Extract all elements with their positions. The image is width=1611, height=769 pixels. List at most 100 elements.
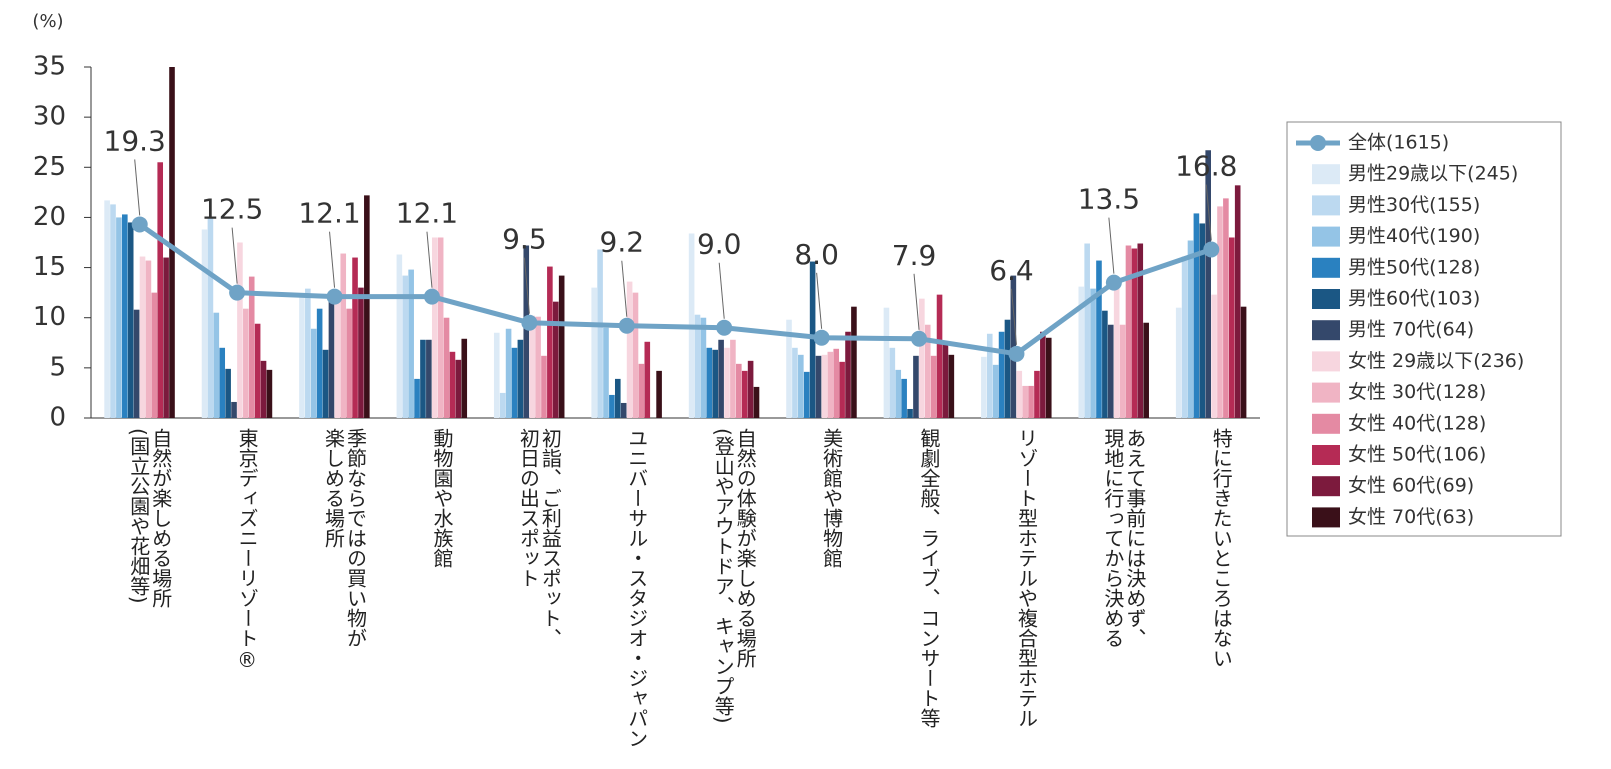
bar bbox=[603, 327, 609, 418]
bar bbox=[104, 200, 110, 418]
bar bbox=[839, 361, 845, 418]
legend-swatch bbox=[1312, 351, 1340, 372]
leader-line bbox=[231, 227, 238, 284]
leader-line bbox=[621, 260, 628, 317]
bar bbox=[231, 401, 237, 418]
legend-label: 男性30代(155) bbox=[1348, 194, 1480, 216]
bar bbox=[1228, 237, 1235, 418]
data-label: 12.1 bbox=[298, 197, 360, 230]
bar bbox=[352, 257, 358, 418]
data-label: 19.3 bbox=[104, 124, 166, 157]
bar bbox=[632, 292, 639, 418]
bar bbox=[913, 355, 919, 418]
bar bbox=[730, 339, 736, 418]
bar bbox=[1040, 331, 1046, 418]
leader-line bbox=[329, 231, 336, 288]
bar bbox=[455, 359, 462, 418]
bar bbox=[1125, 245, 1132, 418]
bar bbox=[845, 331, 851, 418]
data-label: 12.1 bbox=[396, 197, 458, 230]
bar bbox=[1175, 307, 1182, 418]
line bbox=[138, 222, 1213, 357]
legend-label: 女性 40代(128) bbox=[1348, 412, 1486, 434]
legend-swatch bbox=[1312, 195, 1340, 216]
legend-label: 男性29歳以下(245) bbox=[1348, 163, 1518, 185]
bar bbox=[157, 162, 164, 418]
y-tick-label: 5 bbox=[49, 352, 66, 382]
bar bbox=[396, 254, 403, 418]
bar bbox=[747, 360, 754, 418]
bar bbox=[1028, 385, 1034, 418]
bar bbox=[346, 308, 352, 418]
bar bbox=[792, 347, 798, 418]
bar bbox=[1193, 213, 1200, 418]
x-tick-label: 特に行きたいところはない bbox=[1209, 428, 1234, 668]
bar bbox=[1211, 294, 1217, 418]
bar bbox=[815, 355, 822, 418]
bar bbox=[1181, 256, 1188, 418]
bar bbox=[718, 339, 724, 418]
x-tick-label: 季節ならではの買い物が 楽しめる場所 bbox=[321, 428, 368, 648]
bar bbox=[541, 355, 547, 418]
bar bbox=[591, 287, 597, 418]
line-point bbox=[1008, 345, 1025, 362]
legend-label: 全体(1615) bbox=[1348, 132, 1449, 154]
bar bbox=[310, 328, 317, 418]
legend-swatch bbox=[1312, 507, 1340, 528]
data-label: 13.5 bbox=[1078, 183, 1140, 216]
bar bbox=[1234, 185, 1241, 418]
bar bbox=[1199, 223, 1206, 418]
bar bbox=[431, 237, 438, 418]
bar bbox=[133, 309, 140, 418]
bar bbox=[786, 319, 792, 418]
bar bbox=[243, 308, 249, 418]
bar bbox=[237, 242, 243, 418]
y-tick-label: 30 bbox=[33, 102, 66, 132]
legend-label: 男性50代(128) bbox=[1348, 256, 1480, 278]
leader-line bbox=[1205, 184, 1212, 241]
bar bbox=[340, 253, 347, 418]
line-point bbox=[1105, 274, 1122, 291]
bar bbox=[201, 229, 208, 418]
bar bbox=[1102, 310, 1108, 418]
bar bbox=[163, 257, 169, 418]
legend-label: 男性40代(190) bbox=[1348, 225, 1480, 247]
leader-line bbox=[134, 159, 141, 216]
bar bbox=[1022, 385, 1028, 418]
x-tick-label: 動物園や水族館 bbox=[429, 428, 454, 568]
bar bbox=[248, 276, 255, 418]
y-tick-label: 15 bbox=[33, 252, 66, 282]
bar bbox=[420, 339, 426, 418]
bar bbox=[1113, 287, 1120, 418]
bar bbox=[299, 295, 305, 418]
line-point bbox=[521, 314, 538, 331]
bar bbox=[883, 307, 890, 418]
bar bbox=[803, 371, 810, 418]
bar bbox=[942, 343, 949, 418]
y-tick-label: 0 bbox=[49, 403, 66, 433]
bar bbox=[907, 408, 913, 418]
y-unit: (%) bbox=[32, 11, 63, 32]
legend-marker bbox=[1310, 135, 1326, 151]
bar bbox=[895, 369, 902, 418]
legend-swatch bbox=[1312, 164, 1340, 185]
leader-line bbox=[1010, 288, 1017, 345]
line-point bbox=[326, 288, 343, 305]
bar bbox=[328, 292, 335, 418]
bar bbox=[260, 360, 267, 418]
bar bbox=[798, 354, 804, 418]
y-tick-label: 20 bbox=[33, 202, 66, 232]
bar bbox=[1016, 370, 1023, 418]
bar bbox=[426, 339, 432, 418]
y-tick-label: 25 bbox=[33, 152, 66, 182]
bar bbox=[443, 317, 450, 418]
bar bbox=[1090, 288, 1096, 418]
bar bbox=[127, 222, 134, 418]
bar bbox=[700, 317, 707, 418]
bar bbox=[334, 301, 341, 418]
bar bbox=[851, 306, 857, 418]
line-point bbox=[423, 288, 440, 305]
line-point bbox=[911, 330, 928, 347]
bar bbox=[948, 354, 955, 418]
line-point bbox=[618, 317, 635, 334]
